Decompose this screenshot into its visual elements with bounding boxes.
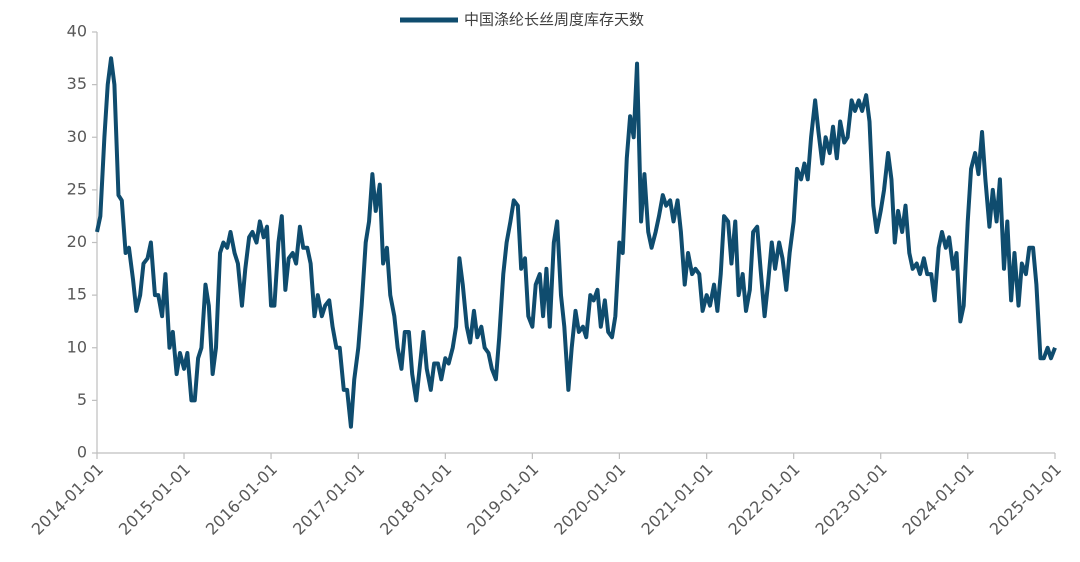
x-tick-label: 2016-01-01 [202,460,281,539]
x-tick-label: 2019-01-01 [463,460,542,539]
y-tick-label: 40 [67,22,87,41]
y-tick-label: 30 [67,127,87,146]
x-tick-label: 2014-01-01 [28,460,107,539]
y-tick-label: 20 [67,232,87,251]
x-tick-label: 2021-01-01 [637,460,716,539]
x-tick-label: 2025-01-01 [986,460,1065,539]
y-tick-label: 25 [67,179,87,198]
x-tick-label: 2020-01-01 [550,460,629,539]
x-tick-label: 2015-01-01 [115,460,194,539]
legend-label: 中国涤纶长丝周度库存天数 [464,11,644,29]
x-tick-label: 2017-01-01 [289,460,368,539]
line-series [95,56,1057,429]
y-tick-label: 5 [77,390,87,409]
x-tick-label: 2024-01-01 [899,460,978,539]
x-tick-label: 2022-01-01 [725,460,804,539]
x-tick-label: 2018-01-01 [376,460,455,539]
x-tick-label: 2023-01-01 [812,460,891,539]
y-tick-label: 15 [67,285,87,304]
y-tick-label: 35 [67,74,87,93]
y-tick-label: 0 [77,443,87,462]
y-tick-label: 10 [67,337,87,356]
